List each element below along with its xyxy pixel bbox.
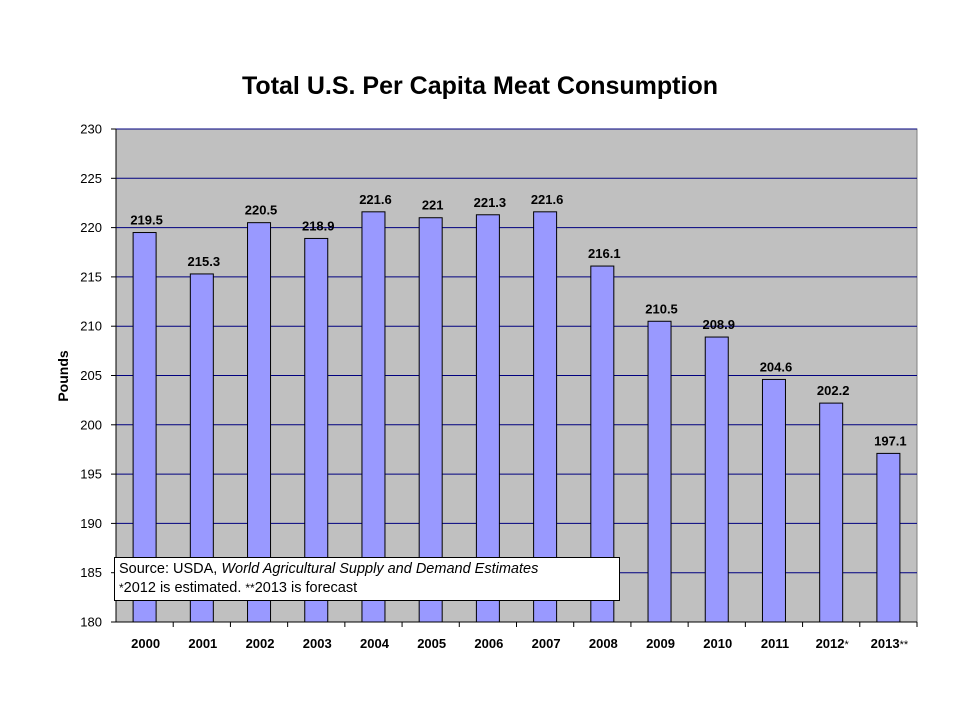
x-tick-label-2002: 2002 [246,636,275,651]
data-label-2011: 204.6 [760,359,793,374]
data-label-2000: 219.5 [130,213,163,228]
data-label-2013: 197.1 [874,433,907,448]
bar-2012 [819,402,844,623]
source-line: Source: USDA, World Agricultural Supply … [119,560,615,579]
source-prefix: Source: USDA, [119,561,222,577]
data-labels: 219.5 215.3 220.5 218.9 221.6 221 221.3 221.6 21… [130,192,906,449]
x-tick-label-2007: 2007 [532,636,561,651]
x-tick-label-2011: 2011 [761,636,789,651]
y-tick-label: 195 [80,467,102,482]
bar-2011 [761,378,786,623]
data-label-2009: 210.5 [645,301,678,316]
x-tick-label-2005: 2005 [417,636,446,651]
y-tick-label: 225 [80,171,102,186]
y-axis-label: Pounds [55,350,71,402]
x-tick-label-2006: 2006 [474,636,503,651]
source-publication: World Agricultural Supply and Demand Est… [221,561,539,577]
bar-2009 [647,320,672,623]
data-label-2005: 221 [422,198,444,213]
y-tick-label: 220 [80,220,102,235]
data-label-2004: 221.6 [359,192,392,207]
chart-title: Total U.S. Per Capita Meat Consumption [242,72,718,100]
data-label-2003: 218.9 [302,218,335,233]
x-tick-label-2001: 2001 [188,636,217,651]
x-tick-footnote-mark: * [844,639,849,651]
x-tick-label-2004: 2004 [360,636,390,651]
y-tick-label: 210 [80,319,102,334]
x-tick-label-2000: 2000 [131,636,160,651]
x-tick-label-2009: 2009 [646,636,675,651]
x-axis-ticks: 2000 2001 2002 2003 2004 2005 2006 2007 2008 2009… [131,622,918,651]
y-tick-label: 185 [80,565,102,580]
y-tick-label: 205 [80,368,102,383]
y-tick-label: 200 [80,417,102,432]
data-label-2001: 215.3 [188,254,221,269]
bar-2013 [876,452,901,623]
footnote-text-2: 2013 is forecast [254,580,358,596]
y-tick-label: 230 [80,122,102,137]
x-tick-label-2013: 2013** [871,636,909,651]
footnote-line: *2012 is estimated. **2013 is forecast [119,579,615,598]
x-tick-label-2008: 2008 [589,636,618,651]
bars [132,211,901,623]
data-label-2010: 208.9 [702,317,735,332]
y-tick-label: 215 [80,269,102,284]
data-label-2008: 216.1 [588,246,621,261]
x-tick-label-2003: 2003 [303,636,332,651]
data-label-2012: 202.2 [817,383,850,398]
y-tick-label: 180 [80,615,102,630]
data-label-2007: 221.6 [531,192,564,207]
x-tick-footnote-mark: ** [900,639,909,651]
footnote-star-2: ** [245,581,255,595]
bar-2010 [704,336,729,623]
data-label-2006: 221.3 [474,195,507,210]
footnote-text-1: 2012 is estimated. [123,580,246,596]
x-tick-label-2010: 2010 [703,636,732,651]
data-label-2002: 220.5 [245,203,278,218]
source-note: Source: USDA, World Agricultural Supply … [114,557,620,601]
footnote-star-1: * [119,581,124,595]
x-tick-label-2012: 2012* [816,636,850,651]
y-tick-label: 190 [80,516,102,531]
y-axis-ticks: 180 185 190 195 200 205 210 215 220 225 230 [80,122,116,630]
